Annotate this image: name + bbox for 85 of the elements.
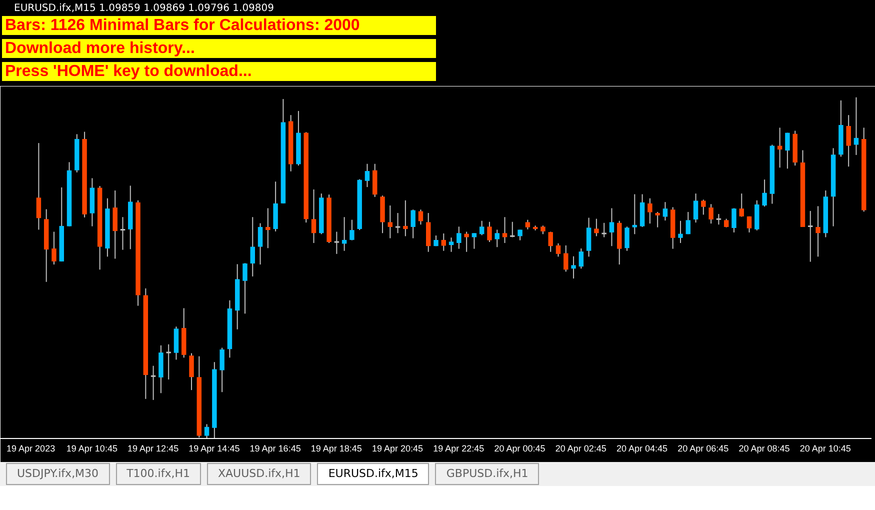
candlestick (686, 211, 690, 235)
candlestick (648, 198, 652, 224)
candlestick (586, 217, 592, 258)
candlestick (388, 204, 393, 239)
candlestick (456, 226, 462, 250)
x-tick-label: 20 Apr 08:45 (738, 444, 790, 454)
candlestick (36, 142, 42, 230)
candlestick (502, 216, 508, 244)
candlestick (640, 194, 645, 228)
candlestick (556, 242, 561, 258)
candlestick (220, 347, 224, 393)
x-tick-label: 20 Apr 10:45 (800, 444, 851, 454)
candlestick (52, 231, 56, 265)
x-tick-label: 19 Apr 12:45 (128, 444, 179, 454)
candlestick (189, 352, 194, 391)
x-tick-label: 19 Apr 16:45 (250, 444, 301, 454)
candlestick (762, 179, 767, 207)
candlestick (846, 114, 851, 168)
candlestick (311, 188, 316, 244)
candlestick (426, 212, 431, 252)
candlestick (418, 209, 424, 226)
candlestick (807, 210, 814, 262)
candlestick (632, 194, 638, 235)
candlestick (578, 248, 584, 270)
candlestick (394, 212, 401, 234)
candlestick (334, 231, 340, 254)
candlestick (448, 237, 454, 252)
candlestick (746, 216, 752, 233)
candlestick (564, 244, 568, 272)
candlestick (479, 220, 484, 236)
candlestick (266, 208, 270, 249)
text: Bars: 1126 Minimal Bars for Calculations: 2000 (2, 16, 436, 35)
candlestick (494, 229, 500, 248)
x-tick-label: 19 Apr 2023 (6, 444, 56, 454)
text: EURUSD.ifx,M15 (317, 463, 430, 485)
candlestick (732, 208, 736, 233)
candlestick (678, 220, 683, 244)
candlestick (655, 211, 660, 228)
candlestick (242, 262, 248, 314)
candlestick (518, 229, 522, 241)
candlestick (785, 132, 790, 170)
x-tick-label: 20 Apr 00:45 (494, 444, 546, 454)
x-tick-label: 19 Apr 18:45 (310, 444, 362, 454)
candlestick (112, 190, 118, 260)
text: T100.ifx,H1 (116, 463, 201, 485)
candlestick (854, 96, 859, 156)
candlestick (364, 163, 370, 188)
candlestick (410, 209, 416, 239)
candlestick (150, 365, 156, 400)
x-tick-label: 19 Apr 10:45 (66, 444, 118, 454)
candlestick (662, 202, 668, 221)
candlestick (350, 219, 354, 241)
candlestick (204, 424, 210, 438)
x-tick-label: 20 Apr 02:45 (555, 444, 606, 454)
candlestick (250, 216, 255, 277)
chart-title: EURUSD.ifx,M15 1.09859 1.09869 1.09796 1.09809 (13, 2, 276, 16)
text: Download more history... (2, 39, 436, 58)
candlestick (739, 193, 744, 218)
x-tick-label: 19 Apr 20:45 (372, 444, 424, 454)
candlestick (487, 221, 492, 242)
text: GBPUSD.ifx,H1 (435, 463, 540, 485)
text: Press 'HOME' key to download... (2, 62, 436, 81)
x-tick-label: 20 Apr 06:45 (678, 444, 729, 454)
candlestick (708, 204, 714, 224)
text: USDJPY.ifx,M30 (6, 463, 110, 485)
candlestick (609, 208, 614, 247)
candlestick (258, 222, 263, 265)
candlestick (548, 231, 553, 252)
candlestick (441, 232, 446, 252)
x-tick-label: 20 Apr 04:45 (616, 444, 668, 454)
candlestick (120, 216, 126, 250)
candlestick (624, 226, 630, 252)
candlestick (571, 256, 576, 279)
candlestick (403, 200, 408, 237)
candlestick (525, 219, 530, 230)
text: XAUUSD.ifx,H1 (206, 463, 312, 485)
candlestick (693, 193, 698, 224)
x-tick-label: 19 Apr 22:45 (433, 444, 484, 454)
candlestick (464, 231, 469, 252)
candlestick (816, 206, 820, 258)
candlestick (701, 199, 706, 216)
candlestick (472, 232, 477, 250)
candlestick (594, 218, 599, 237)
candlestick (716, 214, 722, 226)
x-tick-label: 19 Apr 14:45 (188, 444, 240, 454)
